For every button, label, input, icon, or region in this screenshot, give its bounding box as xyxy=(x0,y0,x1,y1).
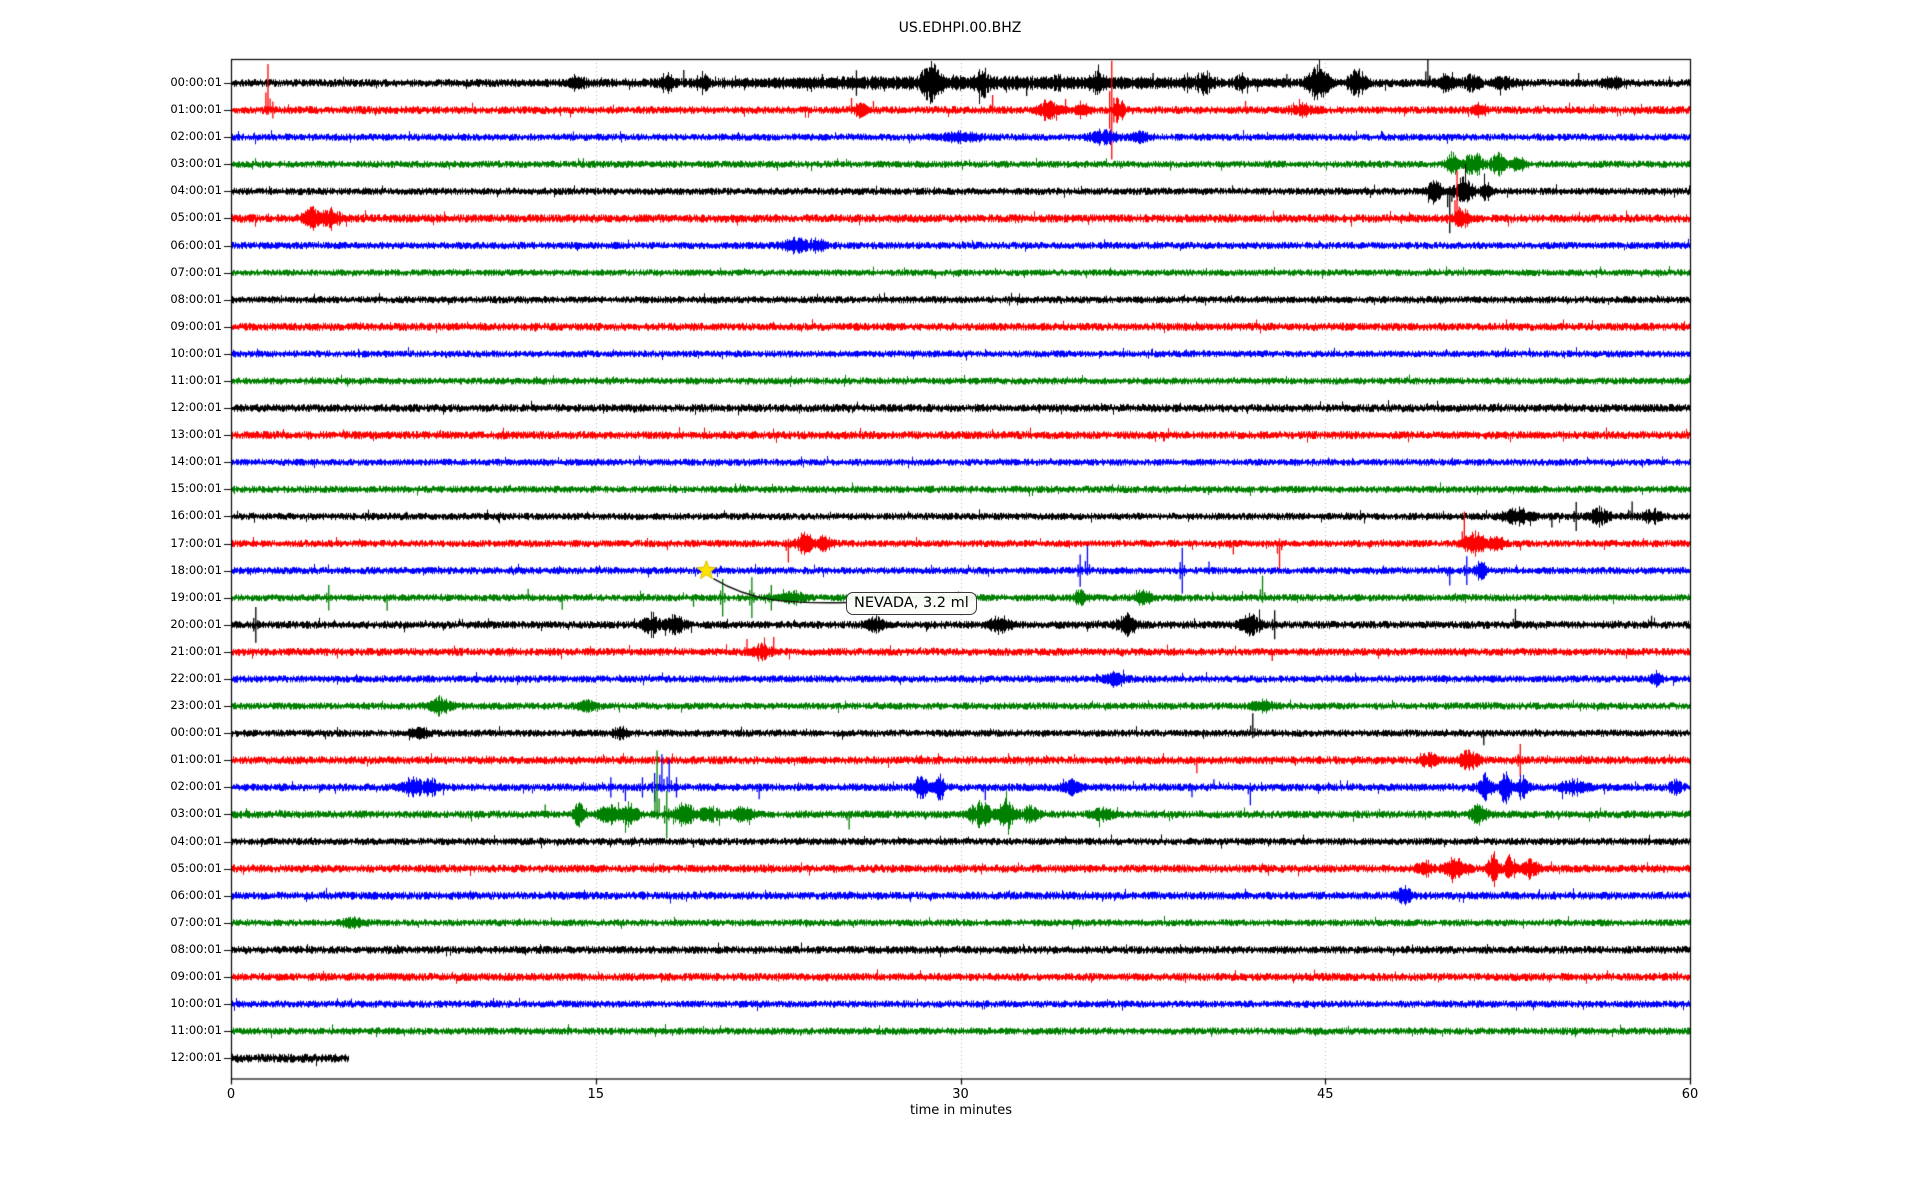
y-tick-label: 11:00:01 xyxy=(170,372,222,387)
y-tick-label: 22:00:01 xyxy=(170,670,222,685)
y-tick-label: 12:00:01 xyxy=(170,400,222,415)
x-tick-label: 15 xyxy=(587,1087,605,1102)
y-tick-label: 14:00:01 xyxy=(170,454,222,469)
y-tick-label: 08:00:01 xyxy=(170,291,222,306)
y-tick-label: 04:00:01 xyxy=(170,183,222,198)
y-tick-label: 12:00:01 xyxy=(170,1050,222,1065)
y-tick-label: 09:00:01 xyxy=(170,968,222,983)
y-tick-label: 03:00:01 xyxy=(170,806,222,821)
y-tick-label: 00:00:01 xyxy=(170,75,222,89)
y-tick-label: 10:00:01 xyxy=(170,345,222,360)
y-tick-label: 17:00:01 xyxy=(170,535,222,550)
x-tick-label: 0 xyxy=(226,1087,236,1102)
y-tick-label: 06:00:01 xyxy=(170,887,222,902)
y-tick-label: 06:00:01 xyxy=(170,237,222,252)
y-tick-label: 02:00:01 xyxy=(170,129,222,144)
y-tick-label: 18:00:01 xyxy=(170,562,222,577)
y-tick-label: 04:00:01 xyxy=(170,833,222,848)
y-tick-label: 03:00:01 xyxy=(170,156,222,171)
y-tick-label: 01:00:01 xyxy=(170,102,222,117)
y-tick-label: 20:00:01 xyxy=(170,616,222,631)
y-tick-label: 13:00:01 xyxy=(170,427,222,442)
x-tick-label: 60 xyxy=(1681,1087,1699,1102)
y-tick-label: 01:00:01 xyxy=(170,752,222,767)
y-tick-label: 02:00:01 xyxy=(170,779,222,794)
y-tick-label: 05:00:01 xyxy=(170,860,222,875)
y-tick-label: 10:00:01 xyxy=(170,996,222,1011)
x-axis-title: time in minutes xyxy=(909,1103,1013,1118)
y-tick-label: 11:00:01 xyxy=(170,1023,222,1038)
plot-title: US.EDHPI.00.BHZ xyxy=(898,20,1022,36)
y-tick-label: 21:00:01 xyxy=(170,643,222,658)
y-tick-label: 15:00:01 xyxy=(170,481,222,496)
y-tick-label: 09:00:01 xyxy=(170,318,222,333)
y-tick-label: 05:00:01 xyxy=(170,210,222,225)
x-tick-label: 30 xyxy=(952,1087,969,1102)
event-annotation-label: NEVADA, 3.2 ml xyxy=(846,592,977,615)
y-tick-label: 08:00:01 xyxy=(170,941,222,956)
y-tick-label: 23:00:01 xyxy=(170,698,222,713)
y-tick-label: 16:00:01 xyxy=(170,508,222,523)
y-tick-label: 19:00:01 xyxy=(170,589,222,604)
x-tick-label: 45 xyxy=(1316,1087,1334,1102)
y-tick-label: 00:00:01 xyxy=(170,725,222,740)
y-tick-label: 07:00:01 xyxy=(170,264,222,279)
y-tick-label: 07:00:01 xyxy=(170,914,222,929)
